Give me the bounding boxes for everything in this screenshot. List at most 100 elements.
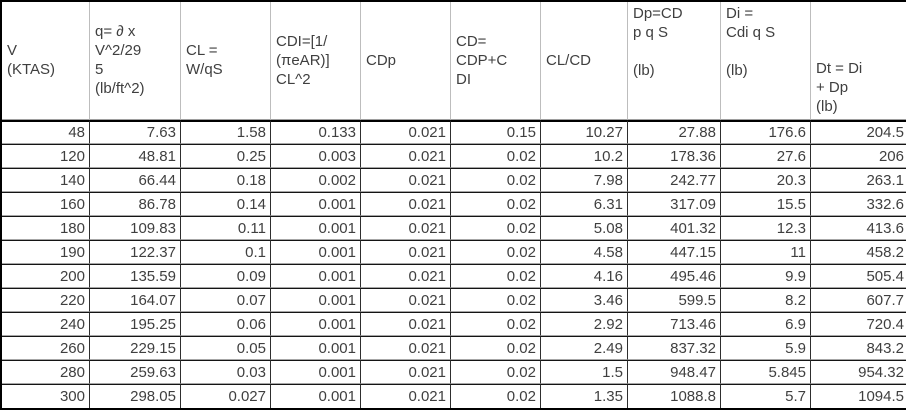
table-cell: 4.16: [541, 264, 628, 288]
header-dt: Dt = Di + Dp (lb): [811, 2, 906, 120]
table-body: 48 7.63 1.58 0.133 0.021 0.15 10.27 27.88 176.6 2…: [2, 120, 906, 408]
table-cell: 0.001: [271, 336, 361, 360]
table-cell: 190: [2, 240, 90, 264]
table-cell: 242.77: [628, 168, 721, 192]
table-cell: 837.32: [628, 336, 721, 360]
table-cell: 0.003: [271, 144, 361, 168]
table-cell: 0.021: [361, 144, 451, 168]
table-cell: 66.44: [90, 168, 181, 192]
table-cell: 229.15: [90, 336, 181, 360]
table-cell: 200: [2, 264, 90, 288]
table-row: 260 229.15 0.05 0.001 0.021 0.02 2.49 837.32 5.9…: [2, 336, 906, 360]
table-cell: 0.15: [451, 120, 541, 144]
table-cell: 0.02: [451, 384, 541, 408]
table-cell: 0.021: [361, 192, 451, 216]
table-cell: 5.845: [721, 360, 811, 384]
table-cell: 0.25: [181, 144, 271, 168]
table-cell: 0.001: [271, 360, 361, 384]
table-cell: 0.021: [361, 312, 451, 336]
header-cl-cd: CL/CD: [541, 2, 628, 120]
table-cell: 447.15: [628, 240, 721, 264]
table-cell: 0.11: [181, 216, 271, 240]
table-cell: 0.02: [451, 336, 541, 360]
table-cell: 195.25: [90, 312, 181, 336]
table-cell: 0.06: [181, 312, 271, 336]
table-cell: 1.5: [541, 360, 628, 384]
table-cell: 122.37: [90, 240, 181, 264]
table-row: 140 66.44 0.18 0.002 0.021 0.02 7.98 242.77 20.3…: [2, 168, 906, 192]
table-cell: 495.46: [628, 264, 721, 288]
header-cdp: CDp: [361, 2, 451, 120]
table-cell: 1088.8: [628, 384, 721, 408]
table-cell: 2.49: [541, 336, 628, 360]
table-cell: 0.09: [181, 264, 271, 288]
table-cell: 5.7: [721, 384, 811, 408]
table-cell: 48: [2, 120, 90, 144]
table-cell: 0.02: [451, 168, 541, 192]
table-cell: 0.001: [271, 216, 361, 240]
table-cell: 20.3: [721, 168, 811, 192]
table-row: 120 48.81 0.25 0.003 0.021 0.02 10.2 178.36 27.6…: [2, 144, 906, 168]
table-cell: 120: [2, 144, 90, 168]
table-cell: 2.92: [541, 312, 628, 336]
header-cdi: CDI=[1/ (πeAR)] CL^2: [271, 2, 361, 120]
table-cell: 12.3: [721, 216, 811, 240]
table-cell: 10.27: [541, 120, 628, 144]
table-cell: 204.5: [811, 120, 906, 144]
table-cell: 0.001: [271, 240, 361, 264]
table-row: 280 259.63 0.03 0.001 0.021 0.02 1.5 948.47 5.84…: [2, 360, 906, 384]
table-cell: 140: [2, 168, 90, 192]
table-cell: 206: [811, 144, 906, 168]
table-cell: 10.2: [541, 144, 628, 168]
table-cell: 0.021: [361, 264, 451, 288]
table-row: 180 109.83 0.11 0.001 0.021 0.02 5.08 401.32 12.…: [2, 216, 906, 240]
table-cell: 0.002: [271, 168, 361, 192]
table-header-row: V (KTAS) q= ∂ x V^2/29 5 (lb/ft^2) CL = …: [2, 2, 906, 120]
table-cell: 176.6: [721, 120, 811, 144]
header-v-ktas: V (KTAS): [2, 2, 90, 120]
table-row: 200 135.59 0.09 0.001 0.021 0.02 4.16 495.46 9.9…: [2, 264, 906, 288]
table-row: 160 86.78 0.14 0.001 0.021 0.02 6.31 317.09 15.5…: [2, 192, 906, 216]
table-cell: 0.18: [181, 168, 271, 192]
table-cell: 0.02: [451, 144, 541, 168]
table-cell: 1094.5: [811, 384, 906, 408]
table-cell: 505.4: [811, 264, 906, 288]
table-cell: 298.05: [90, 384, 181, 408]
table-cell: 0.021: [361, 120, 451, 144]
table-cell: 15.5: [721, 192, 811, 216]
table-cell: 8.2: [721, 288, 811, 312]
table-cell: 0.02: [451, 360, 541, 384]
table-cell: 260: [2, 336, 90, 360]
table-cell: 713.46: [628, 312, 721, 336]
table-cell: 0.021: [361, 240, 451, 264]
table-cell: 178.36: [628, 144, 721, 168]
table-cell: 7.98: [541, 168, 628, 192]
table-cell: 607.7: [811, 288, 906, 312]
table-cell: 5.9: [721, 336, 811, 360]
table-cell: 9.9: [721, 264, 811, 288]
table-cell: 0.02: [451, 288, 541, 312]
table-cell: 0.133: [271, 120, 361, 144]
table-cell: 11: [721, 240, 811, 264]
table-row: 300 298.05 0.027 0.001 0.021 0.02 1.35 1088.8 5.…: [2, 384, 906, 408]
table-cell: 240: [2, 312, 90, 336]
header-dp: Dp=CD p q S (lb): [628, 2, 721, 120]
table-cell: 0.001: [271, 384, 361, 408]
table-cell: 4.58: [541, 240, 628, 264]
table-cell: 413.6: [811, 216, 906, 240]
table-cell: 0.02: [451, 192, 541, 216]
table-row: 220 164.07 0.07 0.001 0.021 0.02 3.46 599.5 8.2 6…: [2, 288, 906, 312]
table-cell: 954.32: [811, 360, 906, 384]
table-cell: 0.021: [361, 168, 451, 192]
table-row: 190 122.37 0.1 0.001 0.021 0.02 4.58 447.15 11 45…: [2, 240, 906, 264]
table-cell: 599.5: [628, 288, 721, 312]
table-cell: 458.2: [811, 240, 906, 264]
table-cell: 280: [2, 360, 90, 384]
header-cl: CL = W/qS: [181, 2, 271, 120]
table-cell: 300: [2, 384, 90, 408]
table-cell: 263.1: [811, 168, 906, 192]
table-cell: 0.021: [361, 360, 451, 384]
table-cell: 135.59: [90, 264, 181, 288]
table-cell: 1.58: [181, 120, 271, 144]
